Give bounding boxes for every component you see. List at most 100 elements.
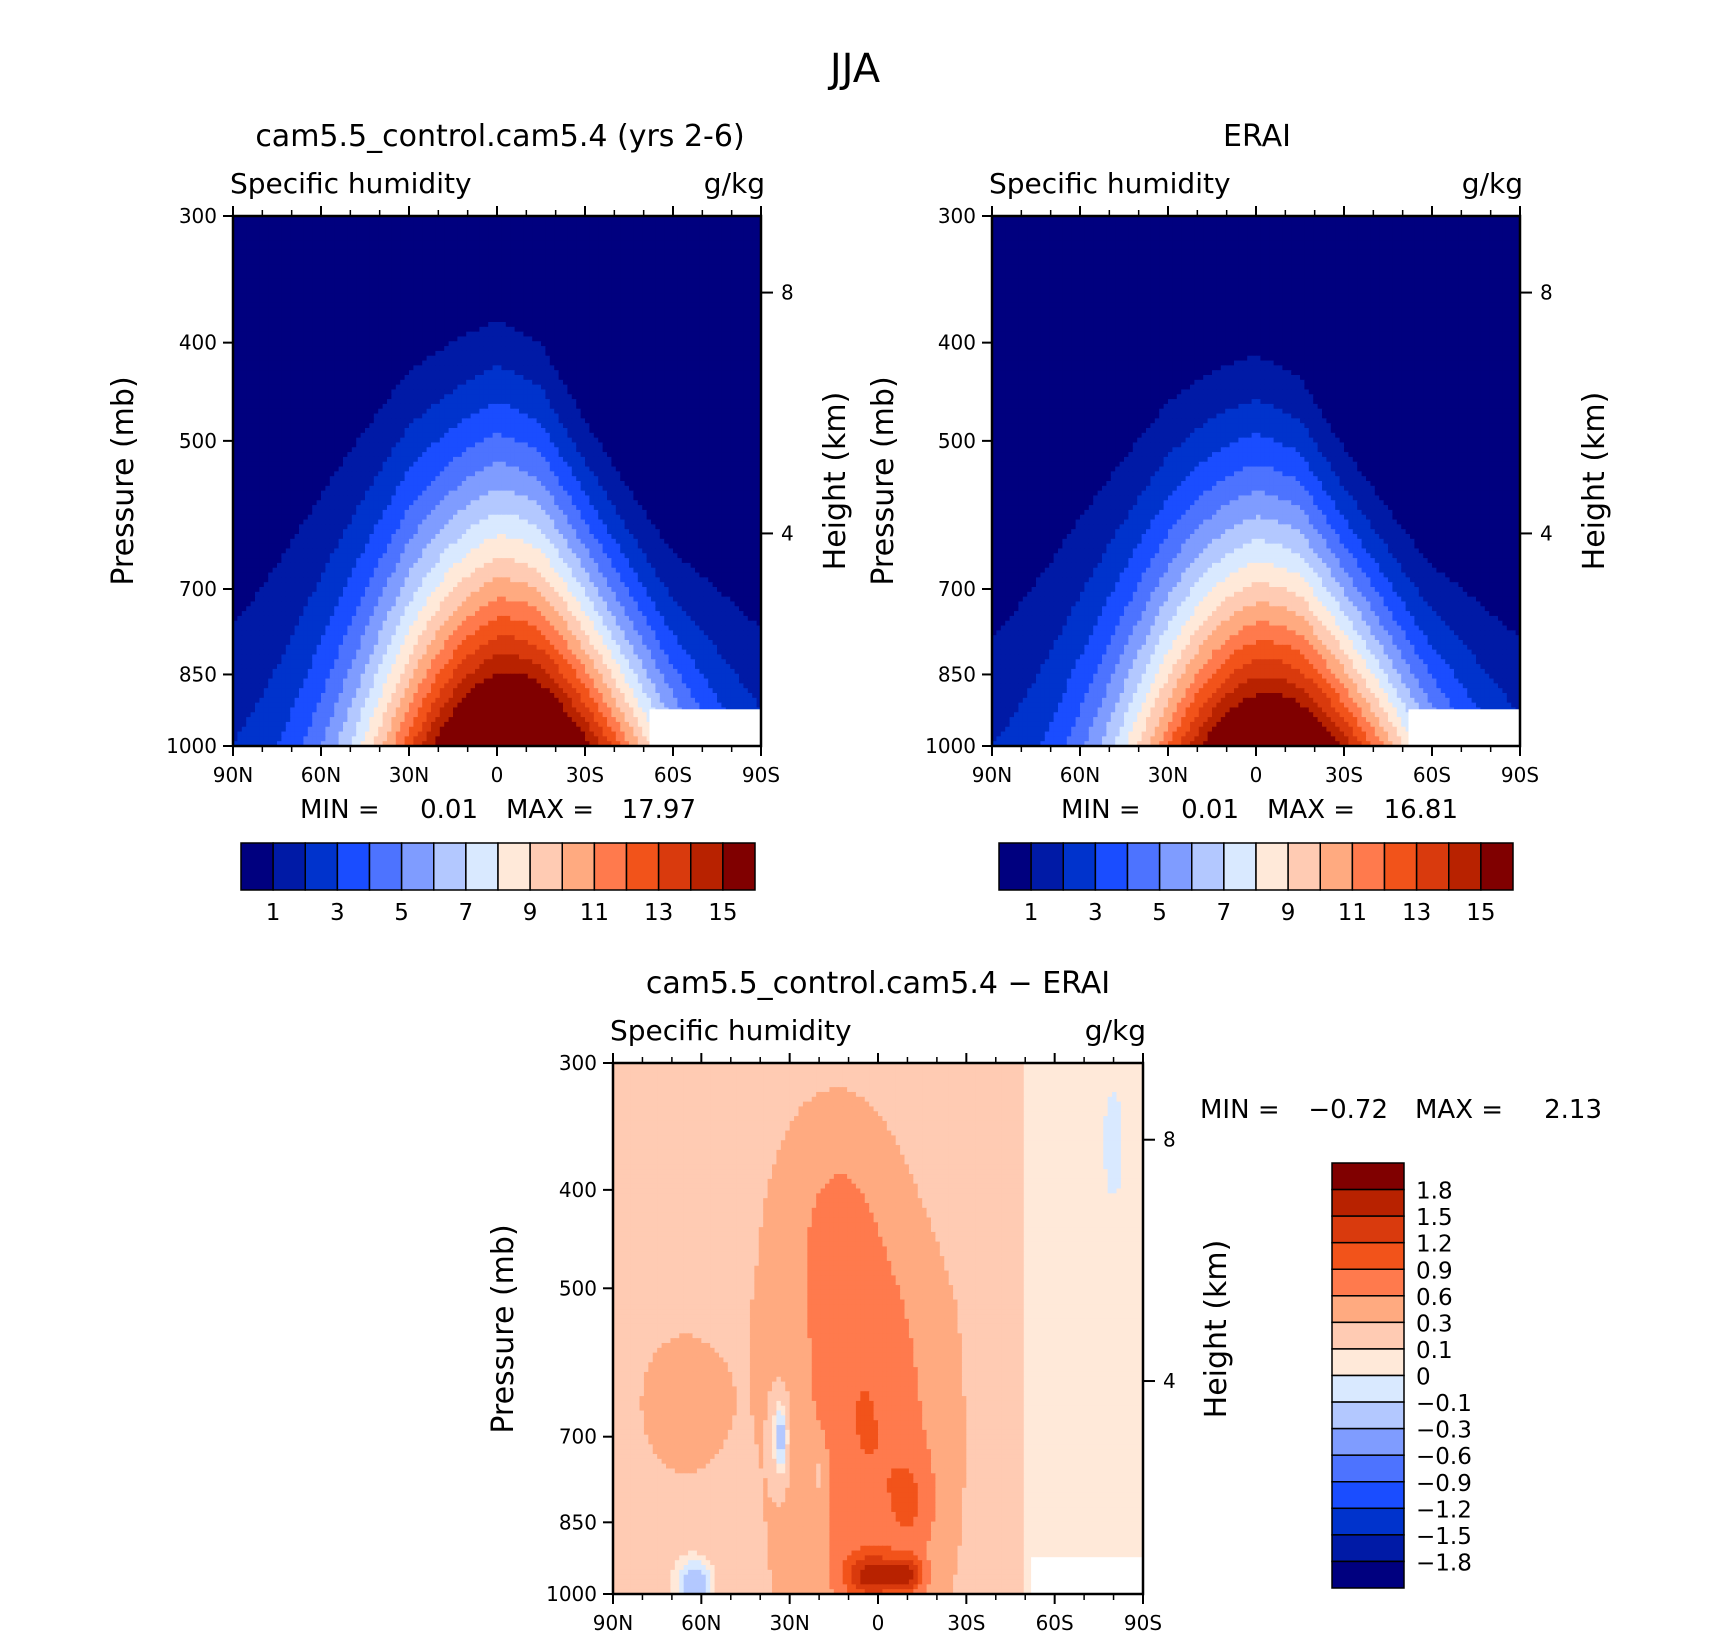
contour-cell <box>739 226 744 231</box>
contour-cell <box>466 303 471 308</box>
contour-cell <box>589 221 594 226</box>
contour-cell <box>497 221 502 226</box>
contour-cell <box>378 269 383 274</box>
contour-cell <box>717 221 722 226</box>
contour-cell <box>550 274 555 279</box>
contour-cell <box>330 226 335 231</box>
contour-cell <box>405 221 410 226</box>
contour-cell <box>655 279 660 284</box>
contour-cell <box>625 303 630 308</box>
contour-cell <box>440 322 445 327</box>
contour-cell <box>616 259 621 264</box>
contour-cell <box>400 240 405 245</box>
contour-cell <box>695 259 700 264</box>
contour-cell <box>361 269 366 274</box>
contour-cell <box>484 245 489 250</box>
contour-cell <box>369 226 374 231</box>
contour-cell <box>537 308 542 313</box>
contour-cell <box>457 283 462 288</box>
contour-cell <box>378 317 383 322</box>
contour-cell <box>501 274 506 279</box>
contour-cell <box>259 264 264 269</box>
contour-cell <box>563 308 568 313</box>
contour-cell <box>334 264 339 269</box>
contour-cell <box>440 279 445 284</box>
contour-cell <box>405 245 410 250</box>
contour-cell <box>532 298 537 303</box>
contour-cell <box>651 259 656 264</box>
contour-cell <box>237 283 242 288</box>
contour-cell <box>677 327 682 332</box>
contour-cell <box>286 298 291 303</box>
contour-cell <box>532 264 537 269</box>
contour-cell <box>369 264 374 269</box>
contour-cell <box>383 245 388 250</box>
contour-cell <box>396 322 401 327</box>
contour-cell <box>440 259 445 264</box>
contour-cell <box>449 264 454 269</box>
contour-cell <box>471 279 476 284</box>
contour-cell <box>374 332 379 337</box>
contour-cell <box>435 327 440 332</box>
contour-cell <box>537 274 542 279</box>
contour-cell <box>457 293 462 298</box>
contour-cell <box>453 269 458 274</box>
contour-cell <box>484 293 489 298</box>
contour-cell <box>739 250 744 255</box>
contour-cell <box>457 332 462 337</box>
contour-cell <box>431 283 436 288</box>
contour-cell <box>686 327 691 332</box>
contour-cell <box>259 283 264 288</box>
contour-cell <box>611 274 616 279</box>
contour-cell <box>567 240 572 245</box>
contour-cell <box>515 269 520 274</box>
contour-cell <box>264 230 269 235</box>
contour-cell <box>413 255 418 260</box>
contour-cell <box>400 230 405 235</box>
contour-cell <box>440 303 445 308</box>
contour-cell <box>726 230 731 235</box>
contour-cell <box>743 298 748 303</box>
contour-cell <box>691 226 696 231</box>
contour-cell <box>405 269 410 274</box>
contour-cell <box>277 279 282 284</box>
contour-cell <box>427 269 432 274</box>
contour-cell <box>673 259 678 264</box>
contour-cell <box>497 312 502 317</box>
contour-cell <box>374 269 379 274</box>
contour-cell <box>268 279 273 284</box>
contour-cell <box>242 269 247 274</box>
contour-cell <box>704 255 709 260</box>
contour-cell <box>347 312 352 317</box>
contour-cell <box>647 259 652 264</box>
contour-cell <box>466 288 471 293</box>
contour-cell <box>457 226 462 231</box>
contour-cell <box>431 235 436 240</box>
contour-cell <box>748 250 753 255</box>
contour-cell <box>528 235 533 240</box>
contour-cell <box>717 245 722 250</box>
contour-cell <box>418 279 423 284</box>
contour-cell <box>334 298 339 303</box>
contour-cell <box>567 259 572 264</box>
contour-cell <box>545 279 550 284</box>
contour-cell <box>585 312 590 317</box>
contour-cell <box>510 317 515 322</box>
contour-cell <box>409 264 414 269</box>
contour-cell <box>501 327 506 332</box>
contour-cell <box>321 308 326 313</box>
contour-cell <box>471 303 476 308</box>
contour-cell <box>299 332 304 337</box>
contour-cell <box>572 308 577 313</box>
contour-cell <box>493 327 498 332</box>
contour-cell <box>550 269 555 274</box>
contour-cell <box>391 255 396 260</box>
contour-cell <box>325 245 330 250</box>
contour-cell <box>633 269 638 274</box>
contour-cell <box>484 332 489 337</box>
contour-cell <box>422 221 427 226</box>
contour-cell <box>361 245 366 250</box>
contour-cell <box>400 322 405 327</box>
contour-cell <box>308 235 313 240</box>
contour-cell <box>625 255 630 260</box>
